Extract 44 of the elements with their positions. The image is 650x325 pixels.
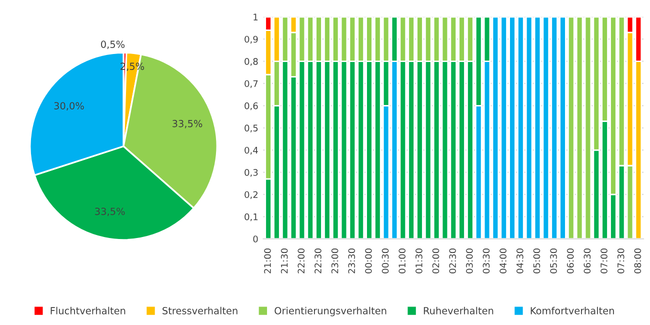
y-tick-label: 0,6 <box>244 102 258 110</box>
x-tick-label: 04:00 <box>500 248 506 274</box>
data-label: 0,5% <box>101 40 125 49</box>
x-tick-label: 22:30 <box>314 248 322 274</box>
y-tick-label: 0,2 <box>244 191 258 199</box>
y-tick-label: 0 <box>253 236 258 242</box>
x-tick-label: 01:30 <box>416 248 422 274</box>
y-tick-label: 0,8 <box>244 58 258 66</box>
legend-label: Fluchtverhalten <box>50 306 126 314</box>
legend-label: Komfortverhalten <box>530 306 614 314</box>
x-tick-label: 05:00 <box>533 248 540 274</box>
x-tick-label: 00:00 <box>365 248 372 274</box>
x-tick-label: 21:30 <box>280 248 288 274</box>
y-tick-label: 0,7 <box>244 80 258 88</box>
data-label: 30,0% <box>54 102 84 110</box>
x-tick-label: 22:00 <box>298 248 305 274</box>
x-tick-label: 23:00 <box>331 248 338 274</box>
y-tick-label: 0,3 <box>244 169 258 177</box>
y-tick-label: 1 <box>254 14 258 20</box>
data-label: 33,5% <box>172 120 202 128</box>
x-tick-label: 02:30 <box>449 248 456 274</box>
y-tick-label: 0,5 <box>244 124 258 132</box>
y-tick-label: 0,9 <box>244 36 258 44</box>
x-tick-label: 06:00 <box>566 248 574 274</box>
x-tick-label: 06:30 <box>584 248 591 274</box>
x-tick-label: 21:00 <box>264 248 271 274</box>
x-tick-label: 03:30 <box>482 248 490 274</box>
data-label: 2,5% <box>120 62 144 71</box>
y-tick-label: 0,4 <box>244 146 258 155</box>
data-label: 33,5% <box>95 208 125 216</box>
y-tick-label: 0,1 <box>244 213 258 222</box>
x-tick-label: 04:30 <box>516 248 524 274</box>
x-tick-label: 23:30 <box>348 248 356 274</box>
x-tick-label: 02:00 <box>432 248 440 274</box>
x-tick-label: 08:00 <box>634 248 642 274</box>
x-tick-label: 00:30 <box>382 248 389 274</box>
x-tick-label: 05:30 <box>550 248 557 274</box>
x-tick-label: 01:00 <box>398 248 406 274</box>
legend-label: Orientierungsverhalten <box>274 306 386 316</box>
x-tick-label: 03:00 <box>466 248 473 274</box>
legend-label: Ruheverhalten <box>424 306 494 314</box>
x-tick-label: 07:00 <box>600 248 608 274</box>
x-tick-label: 07:30 <box>617 248 624 274</box>
legend-label: Stressverhalten <box>162 306 238 314</box>
